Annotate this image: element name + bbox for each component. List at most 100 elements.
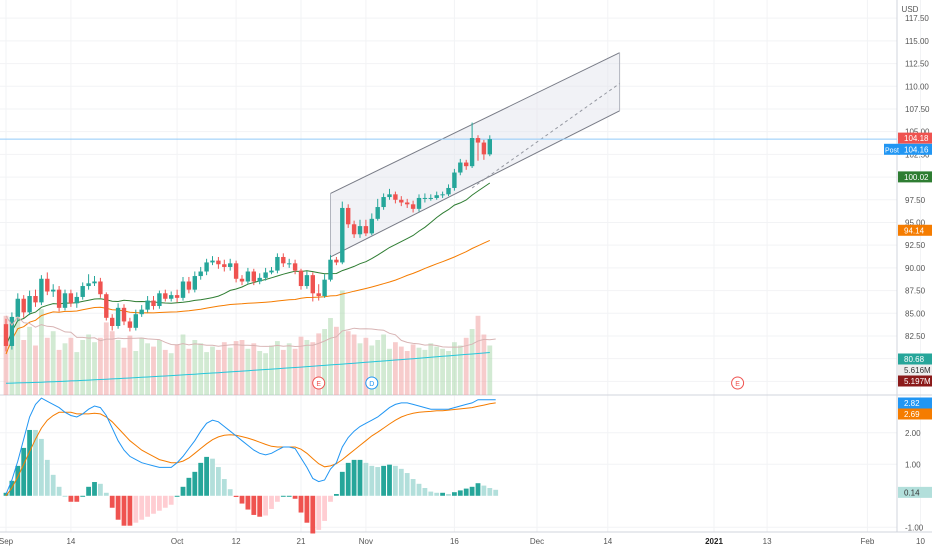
macd-hist-bar (446, 493, 451, 496)
price-axis-label-bg (898, 397, 932, 409)
macd-hist-bar (257, 495, 263, 517)
volume-bar (27, 326, 32, 395)
candle (9, 312, 15, 350)
volume-bar (50, 331, 56, 395)
volume-bar (21, 340, 27, 395)
volume-bar (145, 343, 150, 395)
time-tick-label: 2021 (705, 537, 723, 546)
candle (292, 259, 298, 275)
candle (239, 275, 245, 286)
macd-hist-bar (410, 479, 416, 496)
macd-tick-label: 1.00 (905, 460, 921, 469)
macd-hist-bar (180, 486, 186, 496)
event-marker-letter: E (735, 381, 740, 388)
event-marker-circle (365, 376, 379, 390)
macd-hist-bar (133, 495, 139, 523)
channel-lower-line (330, 110, 620, 258)
candle-body (86, 283, 91, 287)
volume-bar (416, 347, 422, 395)
macd-hist-bar (157, 495, 162, 511)
price-tick-label: 87.50 (905, 287, 926, 296)
candle (180, 276, 186, 301)
price-axis-label: 104.18 (898, 132, 932, 144)
price-axis-label: 100.02 (898, 171, 932, 183)
volume-bar (68, 337, 74, 395)
macd-hist-bar (174, 495, 180, 497)
event-marker-circle (731, 376, 745, 390)
volume-bar (115, 340, 121, 395)
candle (322, 274, 327, 298)
price-tick-label: 92.50 (905, 241, 926, 250)
macd-hist-bar (298, 495, 304, 513)
candle-body (233, 263, 239, 279)
macd-hist-bar (339, 471, 345, 496)
candle (45, 272, 50, 296)
volume-bar (410, 344, 416, 395)
event-marker[interactable]: E (731, 376, 745, 390)
candle (204, 258, 209, 276)
volume-bar (157, 340, 162, 395)
price-tick-label: 110.00 (905, 82, 929, 91)
volume-bar (221, 342, 227, 395)
price-tick-label: 105.00 (905, 128, 930, 137)
price-axis: 77.5080.0082.5085.0087.5090.0092.5095.00… (884, 14, 932, 532)
macd-hist-bar (80, 495, 86, 497)
candle (422, 193, 428, 203)
time-tick-label: 12 (232, 537, 241, 546)
volume-bar (292, 348, 298, 395)
macd-hist-bar (269, 495, 274, 509)
volume-bar (334, 326, 339, 395)
volume-bar (357, 343, 363, 395)
candle-body (316, 293, 321, 297)
price-axis-label: 80.68 (898, 353, 932, 365)
candle (198, 266, 203, 280)
candle (62, 289, 68, 311)
candle-body (33, 296, 38, 303)
candle (416, 194, 422, 212)
macd-hist-bar (56, 486, 62, 496)
candle-body (334, 259, 339, 263)
candle-body (245, 271, 251, 282)
candle (275, 253, 280, 274)
volume-bar (316, 333, 322, 395)
price-tick-label: 90.00 (905, 264, 926, 273)
candle (469, 122, 475, 168)
macd-hist-bar (345, 462, 351, 496)
macd-hist-bar (221, 479, 227, 496)
macd-hist-bar (68, 495, 74, 502)
candle-body (21, 298, 26, 313)
event-marker-letter: E (316, 381, 321, 388)
candle-body (481, 142, 487, 155)
volume-bar (463, 337, 469, 395)
candle (393, 191, 398, 204)
candle (269, 266, 274, 275)
candle (363, 219, 369, 237)
candle-body (304, 275, 310, 287)
macd-hist-bar (92, 482, 97, 496)
macd-signal-line (5, 402, 496, 497)
candle-body (239, 278, 245, 282)
price-axis-label: 0.14 (898, 486, 932, 498)
candle-body (428, 197, 433, 199)
volume-bar (310, 342, 316, 395)
volume-bar (9, 334, 15, 395)
macd-hist-bar (198, 462, 204, 496)
volume-bar (457, 345, 463, 395)
candle-body (121, 307, 127, 322)
price-axis-label-bg (898, 132, 932, 144)
event-marker[interactable]: D (365, 376, 379, 390)
volume-bar (251, 343, 257, 395)
event-marker-letter: D (369, 381, 374, 388)
candle-body (222, 264, 227, 267)
candle (405, 198, 410, 208)
event-marker[interactable]: E (312, 376, 326, 390)
macd-hist-bar (33, 429, 38, 496)
macd-hist-bar (216, 467, 221, 496)
macd-tick-label: 2.00 (905, 429, 921, 438)
macd-hist-bar (357, 459, 363, 496)
macd-hist-bar (151, 495, 156, 514)
candle (74, 292, 79, 308)
macd-hist-bar (363, 462, 369, 496)
